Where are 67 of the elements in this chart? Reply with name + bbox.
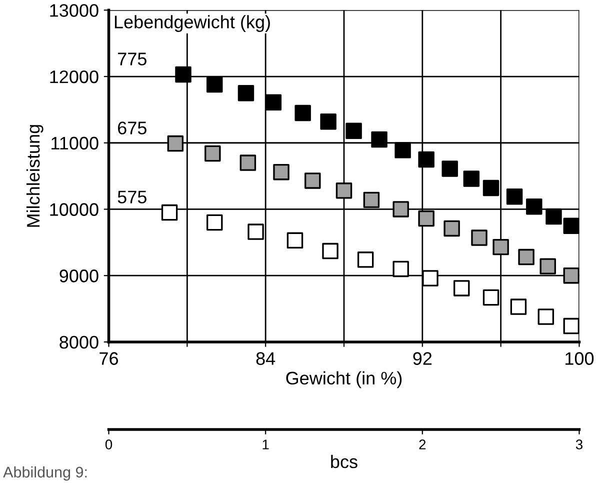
point — [418, 210, 434, 227]
y-axis-title: Milchleistung — [26, 125, 44, 227]
x-axis-title: Gewicht (in %) — [286, 371, 402, 388]
x2-tick-label: 1 — [262, 440, 269, 450]
point — [538, 308, 554, 325]
point — [492, 238, 509, 256]
series-label: 775 — [118, 52, 146, 66]
point — [453, 280, 470, 296]
point — [161, 204, 178, 221]
point — [563, 318, 580, 334]
series-label: 675 — [118, 122, 146, 134]
point — [167, 135, 184, 152]
point — [442, 160, 458, 177]
point — [294, 104, 311, 122]
x-tick-label: 100 — [566, 352, 594, 365]
point — [482, 180, 500, 196]
point — [240, 154, 256, 171]
point — [463, 170, 480, 187]
point — [394, 142, 411, 158]
x-tick-label: 92 — [413, 352, 432, 365]
point — [363, 192, 380, 208]
point — [238, 84, 254, 102]
point — [248, 224, 264, 240]
point — [304, 172, 321, 189]
y-tick-label: 10000 — [50, 203, 98, 216]
point — [265, 94, 282, 111]
series-label: 575 — [118, 190, 146, 204]
y-tick-label: 12000 — [50, 70, 98, 84]
y-tick-label: 8000 — [60, 336, 98, 349]
point — [206, 76, 223, 93]
x2-tick-label: 3 — [576, 440, 582, 450]
point — [273, 164, 290, 180]
point — [371, 131, 388, 148]
point — [204, 145, 221, 162]
point — [526, 198, 542, 215]
x2-tick-label: 2 — [419, 440, 426, 450]
point — [482, 289, 500, 306]
point — [471, 230, 488, 246]
point — [357, 252, 374, 268]
y-tick-label: 13000 — [50, 4, 98, 17]
legend-title: Lebendgewicht (kg) — [114, 15, 270, 32]
x2-tick-label: 0 — [105, 440, 112, 450]
point — [510, 298, 527, 315]
point — [563, 218, 580, 234]
point — [206, 214, 223, 231]
point — [322, 242, 338, 260]
x2-axis-title: bcs — [331, 454, 358, 468]
point — [506, 188, 523, 205]
point — [336, 182, 352, 199]
point — [392, 260, 409, 278]
point — [546, 208, 562, 225]
point — [346, 122, 362, 140]
point — [320, 114, 336, 130]
point — [175, 66, 192, 83]
point — [444, 220, 460, 237]
point — [518, 248, 534, 266]
y-tick-label: 9000 — [60, 270, 98, 282]
x-tick-label: 76 — [100, 352, 118, 365]
text: Abbildung 9: — [3, 466, 87, 481]
point — [563, 267, 580, 284]
point — [418, 151, 434, 168]
point — [286, 232, 304, 249]
point — [422, 270, 438, 286]
y-tick-label: 11000 — [52, 136, 98, 150]
point — [540, 258, 556, 274]
x-tick-label: 84 — [256, 352, 276, 365]
point — [392, 201, 409, 218]
